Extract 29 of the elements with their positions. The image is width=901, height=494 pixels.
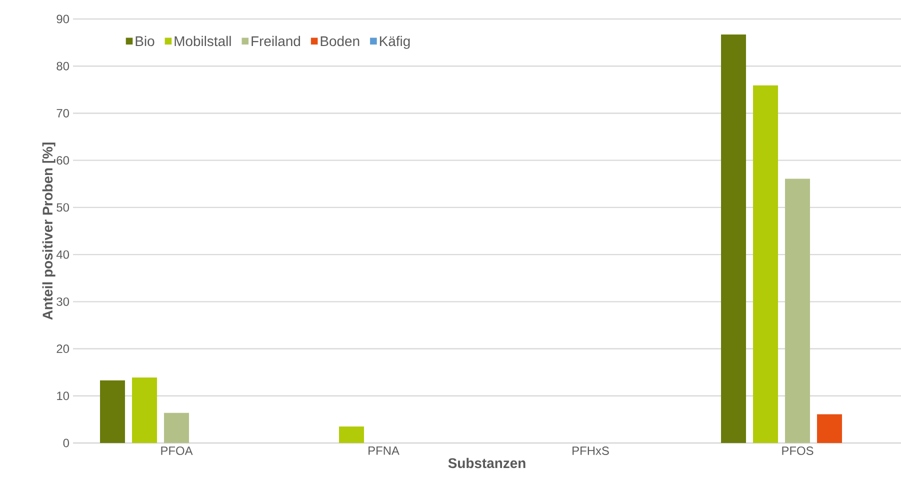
legend-label: Bio <box>136 36 154 46</box>
bar <box>132 378 157 443</box>
y-tick-label: 80 <box>56 62 70 70</box>
legend-label: Boden <box>320 36 360 46</box>
x-tick-label: PFOA <box>161 446 193 455</box>
bar <box>817 414 842 443</box>
bar <box>339 426 364 443</box>
bar <box>100 380 125 443</box>
y-tick-label: 70 <box>56 108 70 118</box>
x-tick-label: PFHxS <box>572 446 609 455</box>
bar <box>753 85 778 443</box>
y-tick-label: 30 <box>56 297 70 306</box>
y-tick-label: 20 <box>56 344 70 353</box>
y-axis-title: Anteil positiver Proben [%] <box>42 142 56 320</box>
x-tick-label: PFOS <box>782 446 814 455</box>
y-tick-label: 40 <box>56 250 70 259</box>
y-tick-label: 90 <box>56 14 70 24</box>
legend-label: Käfig <box>380 36 410 49</box>
y-tick-label: 60 <box>56 156 70 165</box>
y-tick-label: 50 <box>56 203 70 212</box>
y-tick-label: 0 <box>63 438 70 448</box>
bar <box>721 34 746 443</box>
bar <box>164 412 190 443</box>
legend-label: Freiland <box>252 36 300 46</box>
y-tick-label: 10 <box>57 392 70 400</box>
x-tick-label: PFNA <box>368 446 400 455</box>
x-axis-title: Substanzen <box>448 458 526 468</box>
bar <box>785 178 810 443</box>
legend-label: Mobilstall <box>174 36 231 46</box>
